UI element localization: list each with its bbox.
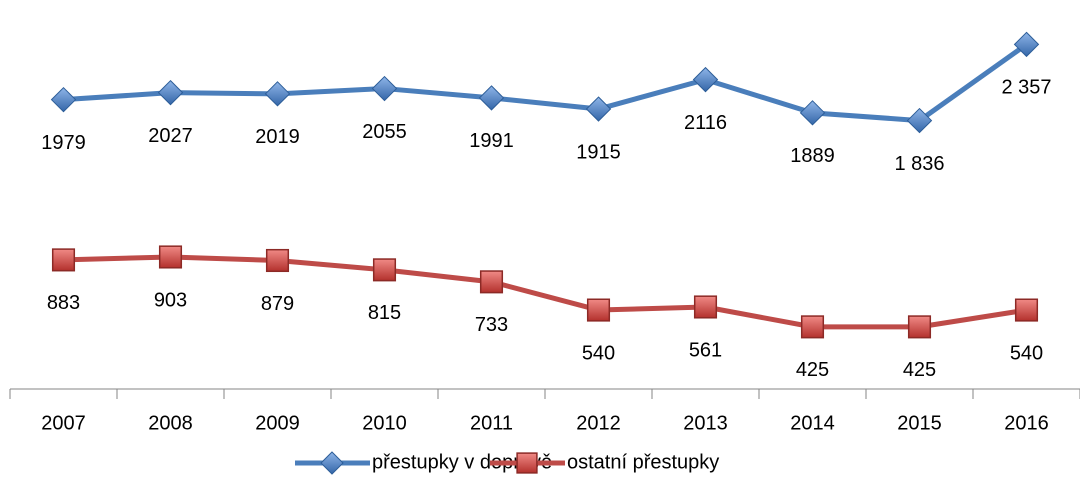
x-tick-label: 2009	[255, 412, 300, 434]
marker	[479, 270, 504, 294]
marker	[372, 258, 397, 282]
x-tick-label: 2014	[790, 412, 835, 434]
data-label: 1889	[790, 145, 835, 167]
marker	[693, 295, 718, 319]
marker	[1014, 298, 1039, 322]
data-label: 2055	[362, 121, 407, 143]
marker	[50, 86, 77, 113]
data-label: 2 357	[1001, 77, 1051, 99]
x-tick-label: 2015	[897, 412, 942, 434]
data-label: 883	[47, 292, 80, 314]
x-tick-label: 2013	[683, 412, 728, 434]
marker	[516, 452, 538, 474]
marker	[906, 107, 933, 134]
marker	[264, 81, 291, 107]
data-label: 425	[903, 359, 936, 381]
x-tick-label: 2008	[148, 412, 193, 434]
marker	[320, 451, 344, 475]
legend-label: přestupky v dopravě	[372, 451, 552, 473]
data-label: 2027	[148, 125, 193, 147]
data-label: 1979	[41, 132, 86, 154]
marker	[478, 85, 505, 111]
marker	[51, 248, 76, 272]
x-tick-label: 2012	[576, 412, 621, 434]
series-line	[63, 42, 1028, 124]
marker	[799, 100, 826, 126]
marker	[907, 315, 932, 339]
data-label: 903	[154, 289, 187, 311]
marker	[265, 248, 290, 273]
series-line	[63, 254, 1027, 330]
data-label: 561	[689, 339, 722, 361]
legend-label: ostatní přestupky	[567, 451, 719, 473]
data-label: 1915	[576, 141, 621, 163]
data-label: 2116	[684, 112, 727, 134]
marker	[692, 66, 719, 93]
data-label: 1 836	[894, 153, 944, 175]
marker	[585, 96, 612, 122]
data-label: 425	[796, 359, 829, 381]
data-label: 1991	[469, 130, 514, 152]
x-tick-label: 2011	[470, 412, 513, 434]
x-tick-label: 2010	[362, 412, 407, 434]
marker	[586, 298, 611, 322]
marker	[371, 75, 398, 102]
marker	[1013, 31, 1040, 58]
data-label: 540	[1010, 342, 1043, 364]
data-label: 540	[582, 342, 615, 364]
data-label: 733	[475, 314, 508, 336]
x-tick-label: 2007	[41, 412, 86, 434]
x-tick-label: 2016	[1004, 412, 1049, 434]
data-label: 815	[368, 302, 401, 324]
marker	[158, 245, 183, 269]
marker	[800, 315, 825, 339]
data-label: 2019	[255, 126, 300, 148]
marker	[157, 79, 184, 106]
data-label: 879	[261, 293, 294, 315]
